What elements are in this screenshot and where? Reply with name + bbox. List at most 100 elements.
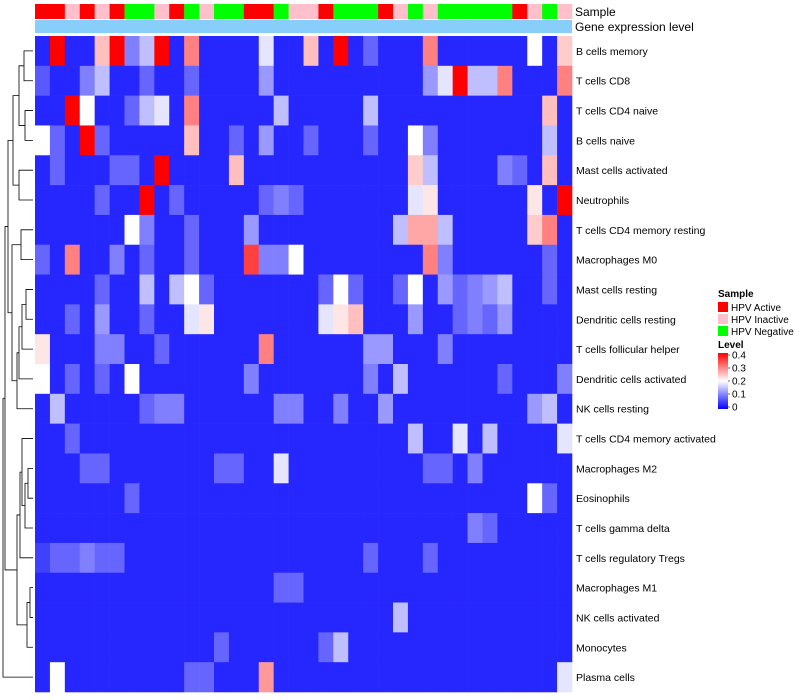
heatmap-cell [393, 185, 409, 216]
heatmap-cell [437, 95, 453, 126]
heatmap-cell [333, 274, 349, 305]
heatmap-cell [363, 65, 379, 96]
heatmap-cell [407, 334, 424, 365]
heatmap-cell [35, 393, 51, 424]
heatmap-cell [49, 572, 66, 603]
heatmap-cell [184, 155, 200, 186]
heatmap-cell [109, 304, 125, 335]
heatmap-cell [542, 393, 558, 424]
heatmap-cell [154, 95, 170, 126]
heatmap-cell [214, 274, 230, 305]
heatmap-cell [139, 65, 155, 96]
heatmap-cell [184, 304, 200, 335]
heatmap-cell [228, 155, 245, 186]
heatmap-cell [49, 274, 66, 305]
heatmap-cell [228, 513, 245, 544]
heatmap-cell [318, 364, 334, 395]
heatmap-cell [303, 393, 319, 424]
heatmap-cell [437, 274, 453, 305]
heatmap-cell [363, 125, 379, 156]
heatmap-cell [228, 542, 245, 574]
annotation-label-expression: Gene expression level [575, 20, 694, 34]
heatmap-cell [318, 662, 334, 693]
heatmap-cell [214, 36, 230, 67]
heatmap-cell [154, 185, 170, 216]
heatmap-cell [348, 185, 364, 216]
heatmap-cell [437, 423, 453, 454]
heatmap-cell [124, 155, 140, 186]
heatmap-cell [303, 453, 319, 484]
heatmap-cell [184, 334, 200, 365]
sample-annotation-cell [393, 4, 409, 19]
heatmap-cell [482, 364, 498, 395]
heatmap-cell [318, 185, 334, 216]
heatmap-cell [333, 364, 349, 395]
heatmap-cell [422, 364, 439, 395]
heatmap-cell [214, 393, 230, 424]
heatmap-cell [363, 572, 379, 603]
sample-annotation-cell [557, 4, 573, 19]
heatmap-cell [94, 662, 110, 693]
heatmap-cell [288, 364, 304, 395]
heatmap-cell [527, 453, 543, 484]
dendrogram-branch [25, 289, 33, 320]
heatmap-cell [378, 632, 394, 663]
heatmap-cell [557, 602, 573, 633]
heatmap-cell [303, 513, 319, 544]
heatmap-cell [199, 214, 215, 246]
heatmap-cell [79, 542, 95, 574]
sample-annotation-cell [124, 4, 140, 19]
heatmap-cell [79, 36, 95, 67]
heatmap-cell [378, 453, 394, 484]
heatmap-cell [497, 572, 513, 603]
heatmap-cell [452, 155, 468, 186]
heatmap-cell [228, 125, 245, 156]
heatmap-cell [333, 36, 349, 67]
heatmap-cell [79, 125, 95, 156]
expression-annotation-cell [35, 20, 572, 33]
heatmap-cell [94, 274, 110, 305]
heatmap-cell [542, 274, 558, 305]
heatmap-cell [482, 65, 498, 96]
heatmap-cell [243, 334, 260, 365]
heatmap-cell [94, 513, 110, 544]
heatmap-cell [407, 244, 424, 275]
heatmap-cell [124, 364, 140, 395]
heatmap-cell [378, 393, 394, 424]
heatmap-cell [109, 244, 125, 275]
heatmap-cell [393, 36, 409, 67]
heatmap-cell [243, 513, 260, 544]
heatmap-cell [35, 155, 51, 186]
heatmap-cell [228, 453, 245, 484]
heatmap-cell [527, 542, 543, 574]
expression-annotation-bar [35, 20, 572, 33]
heatmap-cell [243, 274, 260, 305]
heatmap-cell [243, 125, 260, 156]
heatmap-cell [497, 185, 513, 216]
heatmap-cell [557, 572, 573, 603]
heatmap-cell [348, 65, 364, 96]
heatmap-cell [527, 95, 543, 126]
heatmap-cell [422, 65, 439, 96]
heatmap-cell [407, 155, 424, 186]
heatmap-cell [243, 65, 260, 96]
heatmap-cell [109, 483, 125, 514]
legend-swatch [718, 326, 728, 336]
heatmap-cell [64, 662, 81, 693]
heatmap-cell [214, 662, 230, 693]
heatmap-cell [35, 542, 51, 574]
heatmap-cell [512, 65, 528, 96]
heatmap-cell [109, 125, 125, 156]
heatmap-cell [258, 95, 274, 126]
heatmap-cell [169, 602, 185, 633]
heatmap-cell [393, 334, 409, 365]
heatmap-cell [482, 125, 498, 156]
heatmap-cell [228, 36, 245, 67]
heatmap-cell [393, 542, 409, 574]
heatmap-cell [214, 95, 230, 126]
heatmap-cell [228, 572, 245, 603]
heatmap-cell [288, 185, 304, 216]
heatmap-cell [407, 65, 424, 96]
heatmap-cell [258, 304, 274, 335]
heatmap-cell [109, 214, 125, 246]
